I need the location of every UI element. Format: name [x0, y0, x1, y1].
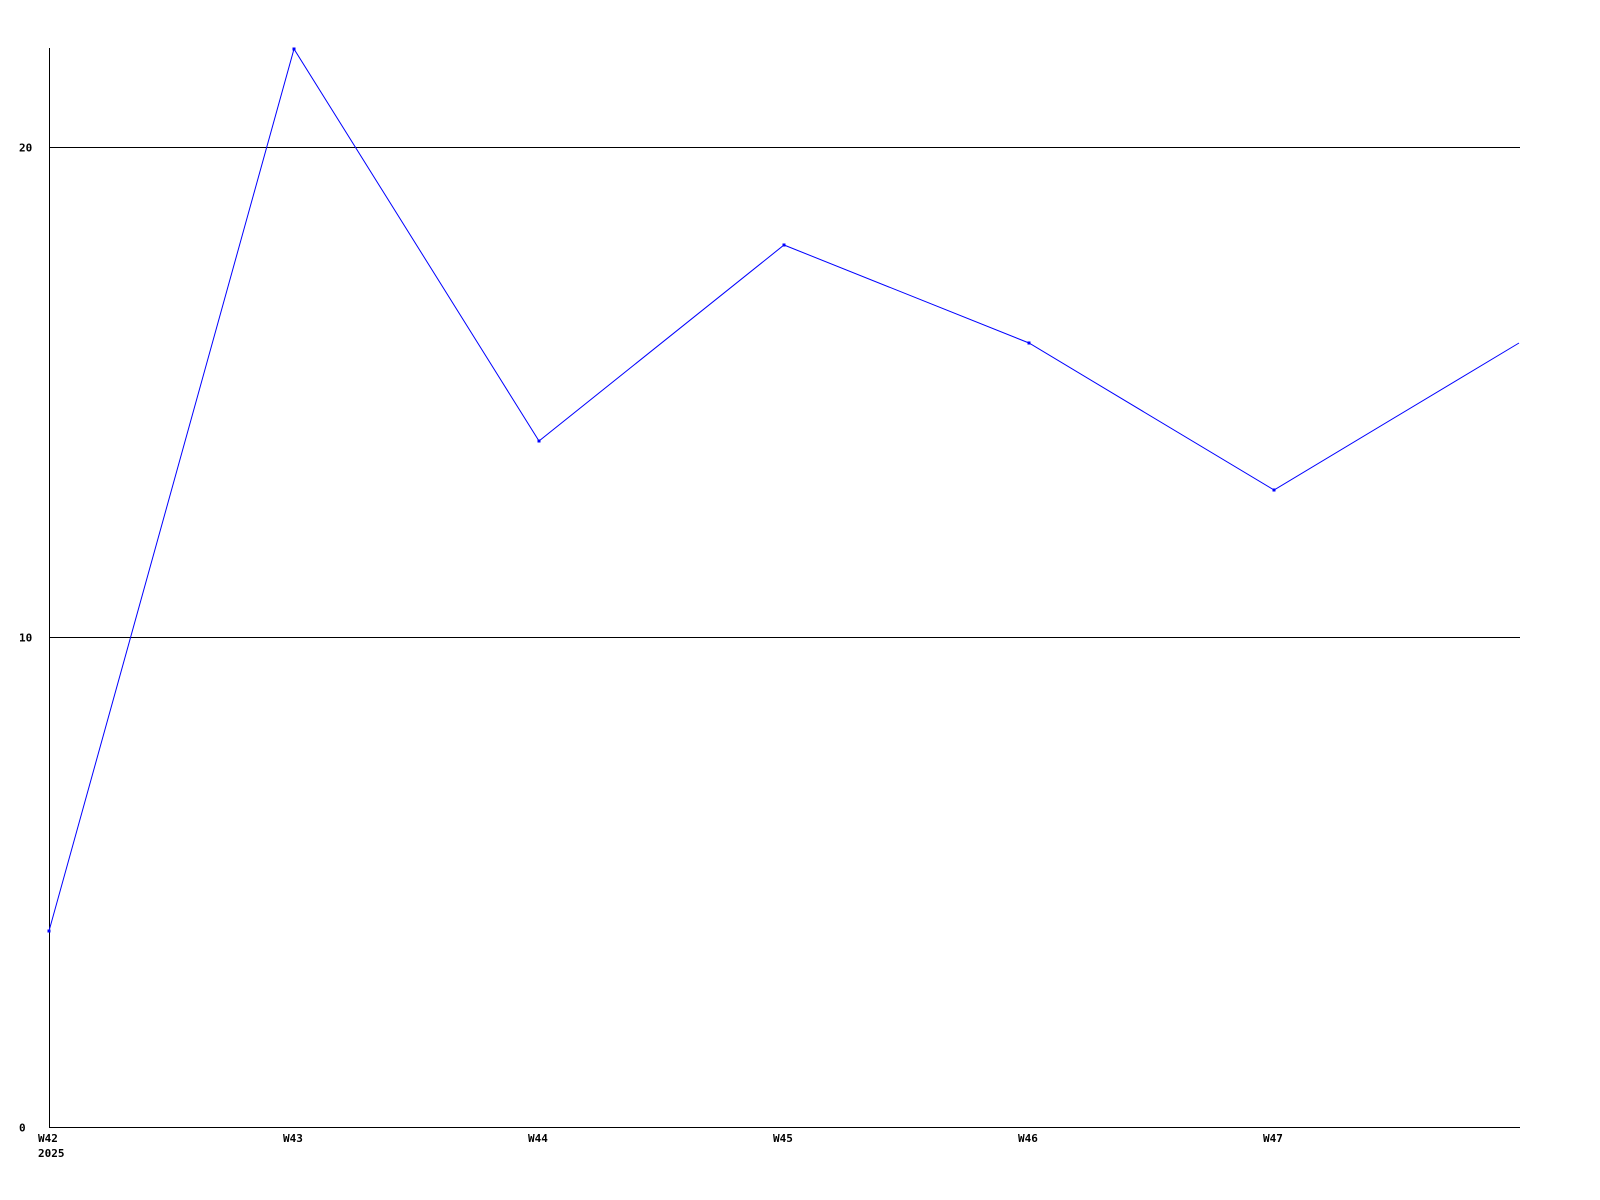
- y-tick-label: 0: [19, 1122, 26, 1135]
- x-tick-label: W47: [1263, 1132, 1283, 1145]
- gridlines: [49, 147, 1520, 638]
- x-axis-year-label: 2025: [38, 1147, 65, 1160]
- data-point: [1272, 488, 1276, 492]
- series-line: [48, 47, 1520, 932]
- y-axis-ticks: 0 10 20: [19, 142, 32, 1135]
- x-axis-ticks: W42 W43 W44 W45 W46 W47: [38, 1132, 1283, 1145]
- x-tick-label: W43: [283, 1132, 303, 1145]
- y-tick-label: 10: [19, 632, 32, 645]
- x-tick-label: W46: [1018, 1132, 1038, 1145]
- data-point: [47, 929, 51, 933]
- series-group: [47, 47, 1520, 933]
- data-point: [1027, 341, 1031, 345]
- data-point: [537, 439, 541, 443]
- data-point: [782, 243, 786, 247]
- x-tick-label: W42: [38, 1132, 58, 1145]
- x-tick-label: W44: [528, 1132, 548, 1145]
- x-tick-label: W45: [773, 1132, 793, 1145]
- data-point: [292, 47, 296, 51]
- y-tick-label: 20: [19, 142, 32, 155]
